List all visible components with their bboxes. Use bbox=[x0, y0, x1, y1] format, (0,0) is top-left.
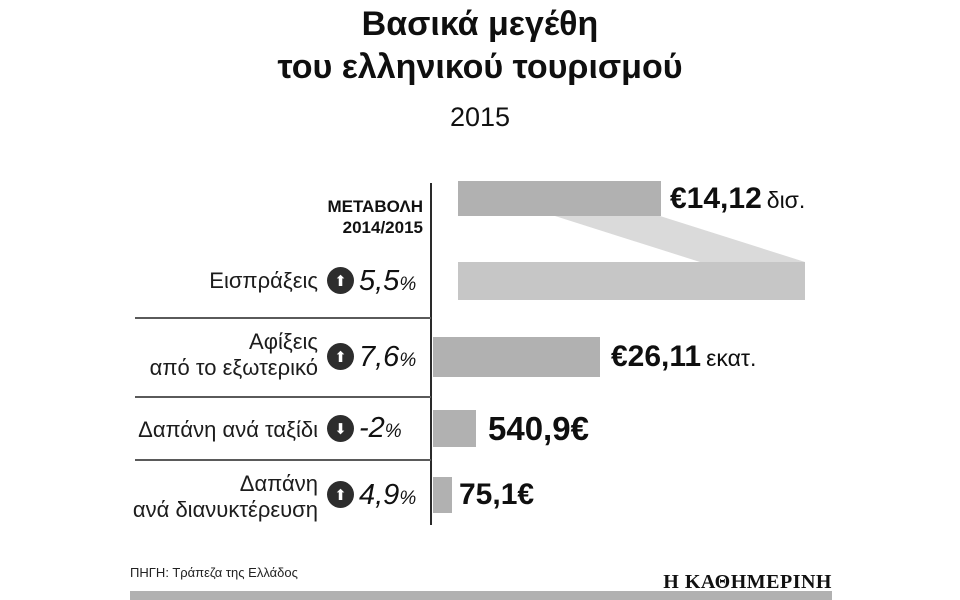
bar-arrivals bbox=[433, 337, 600, 377]
row-label-spend-per-trip: Δαπάνη ανά ταξίδι bbox=[105, 417, 318, 443]
change-value-arrivals: 7,6% bbox=[359, 337, 416, 381]
percent-sign: % bbox=[384, 421, 402, 442]
arrow-glyph: ⬆ bbox=[334, 271, 347, 290]
change-value-receipts: 5,5% bbox=[359, 262, 416, 304]
change-value-spend-per-trip: -2% bbox=[359, 410, 402, 450]
change-number: -2 bbox=[359, 412, 385, 444]
title-line-2: του ελληνικού τουρισμού bbox=[277, 48, 683, 86]
arrow-up-icon: ⬆ bbox=[327, 267, 354, 294]
bar-receipts-overflow-segment bbox=[458, 181, 661, 216]
row-separator bbox=[135, 317, 431, 319]
row-label-line: Δαπάνη ανά ταξίδι bbox=[138, 417, 318, 442]
row-label-receipts: Εισπράξεις bbox=[105, 268, 318, 294]
bar-value-receipts: €14,12 δισ. bbox=[670, 181, 805, 221]
value-number: €14,12 bbox=[670, 182, 762, 215]
row-label-arrivals: Αφίξεις από το εξωτερικό bbox=[105, 329, 318, 381]
bar-spend-per-night bbox=[433, 477, 452, 513]
axis-line bbox=[430, 183, 432, 525]
arrow-glyph: ⬇ bbox=[334, 419, 347, 438]
value-number: €26,11 bbox=[611, 340, 702, 373]
value-unit: εκατ. bbox=[706, 345, 757, 371]
arrow-up-icon: ⬆ bbox=[327, 343, 354, 370]
title-line-1: Βασικά μεγέθη bbox=[361, 5, 599, 43]
percent-sign: % bbox=[399, 274, 417, 295]
percent-sign: % bbox=[399, 488, 417, 509]
row-label-line: Αφίξεις bbox=[249, 329, 318, 354]
change-header-line-1: ΜΕΤΑΒΟΛΗ bbox=[327, 197, 423, 216]
value-number: 75,1€ bbox=[459, 478, 535, 511]
row-label-line: ανά διανυκτέρευση bbox=[132, 497, 318, 522]
bar-receipts-connector bbox=[555, 216, 805, 262]
row-label-line: Δαπάνη bbox=[239, 471, 318, 496]
row-label-spend-per-night: Δαπάνη ανά διανυκτέρευση bbox=[105, 471, 318, 523]
row-separator bbox=[135, 396, 431, 398]
change-number: 5,5 bbox=[359, 265, 400, 297]
arrow-glyph: ⬆ bbox=[334, 347, 347, 366]
page-title: Βασικά μεγέθη του ελληνικού τουρισμού bbox=[0, 3, 960, 89]
row-label-line: Εισπράξεις bbox=[209, 268, 318, 293]
arrow-down-icon: ⬇ bbox=[327, 415, 354, 442]
change-value-spend-per-night: 4,9% bbox=[359, 477, 416, 517]
percent-sign: % bbox=[399, 350, 417, 371]
bar-value-arrivals: €26,11 εκατ. bbox=[611, 337, 756, 382]
change-number: 7,6 bbox=[359, 341, 400, 373]
bar-spend-per-trip bbox=[433, 410, 476, 447]
value-unit: δισ. bbox=[766, 187, 806, 213]
bar-value-spend-per-trip: 540,9€ bbox=[488, 410, 594, 454]
subtitle-year: 2015 bbox=[449, 102, 511, 132]
source-credit: ΠΗΓΗ: Τράπεζα της Ελλάδος bbox=[130, 565, 298, 580]
value-number: 540,9€ bbox=[488, 410, 589, 447]
change-number: 4,9 bbox=[359, 479, 400, 511]
change-header-line-2: 2014/2015 bbox=[342, 218, 423, 237]
row-label-line: από το εξωτερικό bbox=[149, 355, 318, 380]
bar-value-spend-per-night: 75,1€ bbox=[459, 477, 539, 518]
footer-bar bbox=[130, 591, 832, 600]
bar-receipts bbox=[458, 262, 805, 300]
arrow-up-icon: ⬆ bbox=[327, 481, 354, 508]
row-separator bbox=[135, 459, 431, 461]
arrow-glyph: ⬆ bbox=[334, 485, 347, 504]
newspaper-logo: Η ΚΑΘΗΜΕΡΙΝΗ bbox=[663, 571, 832, 593]
change-column-header: ΜΕΤΑΒΟΛΗ 2014/2015 bbox=[280, 196, 423, 238]
